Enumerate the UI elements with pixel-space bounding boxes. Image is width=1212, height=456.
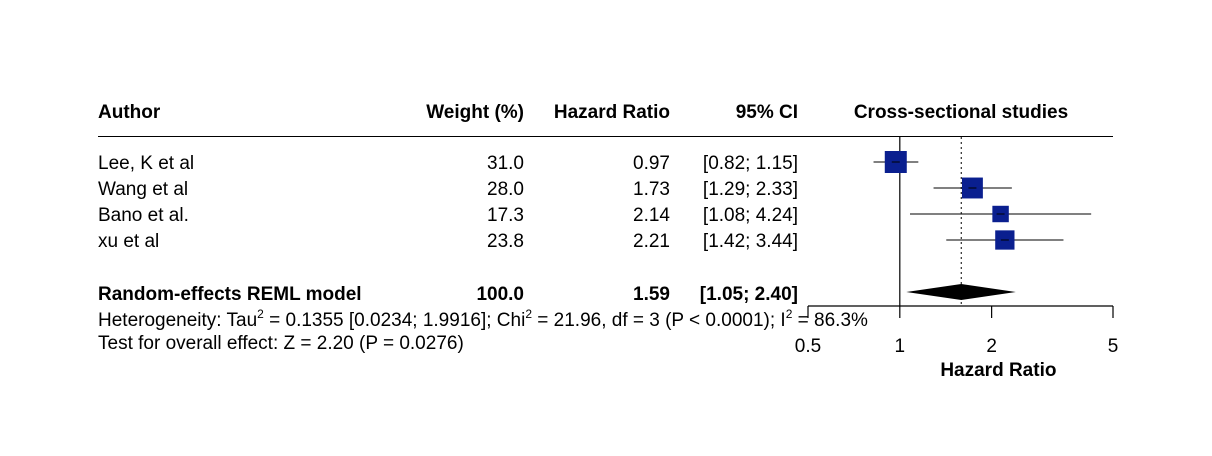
study-ci: [1.29; 2.33] [702, 179, 798, 200]
summary-hr: 1.59 [633, 284, 670, 305]
summary-label: Random-effects REML model [98, 284, 362, 305]
study-hr: 0.97 [633, 153, 670, 174]
x-tick-label: 5 [1108, 336, 1119, 357]
study-weight: 28.0 [487, 179, 524, 200]
x-tick-label: 2 [986, 336, 997, 357]
study-hr: 2.14 [633, 205, 670, 226]
summary-weight: 100.0 [476, 284, 524, 305]
x-tick-label: 1 [895, 336, 906, 357]
header-rule [98, 136, 1113, 137]
study-weight: 23.8 [487, 231, 524, 252]
study-hr: 1.73 [633, 179, 670, 200]
header-author: Author [98, 102, 161, 123]
study-weight: 17.3 [487, 205, 524, 226]
study-weight: 31.0 [487, 153, 524, 174]
study-author: Wang et al [98, 179, 189, 200]
study-ci: [1.42; 3.44] [702, 231, 798, 252]
pooled-diamond [906, 284, 1016, 300]
header-weight: Weight (%) [426, 102, 524, 123]
study-author: Lee, K et al [98, 153, 195, 174]
x-tick-label: 0.5 [795, 336, 821, 357]
study-author: xu et al [98, 231, 160, 252]
x-axis-label: Hazard Ratio [940, 360, 1056, 381]
study-hr: 2.21 [633, 231, 670, 252]
study-ci: [1.08; 4.24] [702, 205, 798, 226]
overall-effect-text: Test for overall effect: Z = 2.20 (P = 0… [98, 333, 464, 354]
header-ci: 95% CI [735, 102, 798, 123]
summary-ci: [1.05; 2.40] [699, 284, 798, 305]
header-hazard-ratio: Hazard Ratio [553, 102, 670, 123]
plot-title: Cross-sectional studies [853, 102, 1069, 123]
study-ci: [0.82; 1.15] [702, 153, 798, 174]
heterogeneity-text: Heterogeneity: Tau2 = 0.1355 [0.0234; 1.… [98, 307, 868, 331]
study-author: Bano et al. [98, 205, 189, 226]
